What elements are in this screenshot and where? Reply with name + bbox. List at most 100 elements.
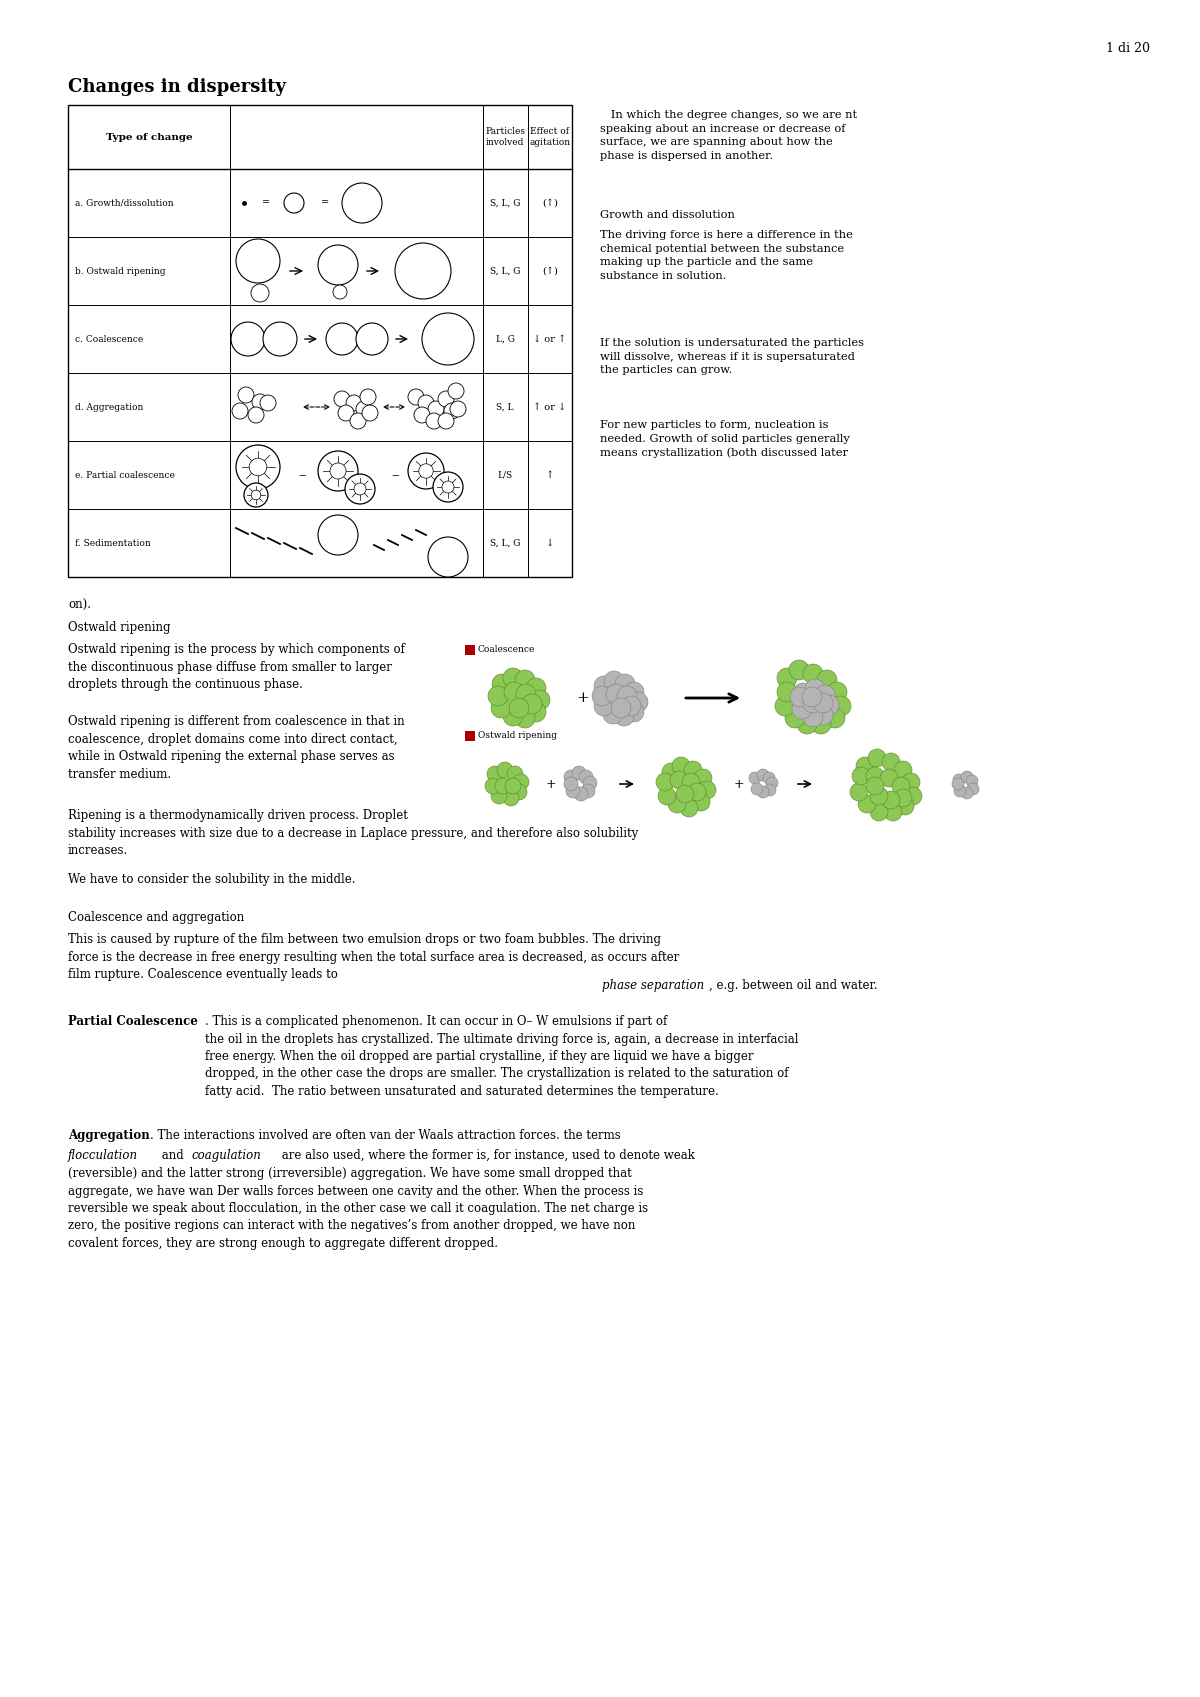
Circle shape (882, 791, 900, 809)
Text: S, L, G: S, L, G (490, 266, 521, 275)
Circle shape (338, 406, 354, 421)
Circle shape (238, 387, 254, 402)
Circle shape (792, 699, 812, 720)
Circle shape (858, 794, 876, 813)
Circle shape (966, 776, 978, 787)
Text: +: + (733, 777, 744, 791)
Circle shape (604, 704, 623, 725)
Circle shape (811, 714, 830, 735)
Circle shape (793, 682, 814, 703)
Text: ↓: ↓ (546, 538, 554, 548)
Circle shape (624, 703, 644, 721)
Circle shape (428, 400, 444, 417)
Text: We have to consider the solubility in the middle.: We have to consider the solubility in th… (68, 872, 355, 886)
Circle shape (318, 244, 358, 285)
Circle shape (354, 484, 366, 496)
Circle shape (580, 770, 593, 784)
Circle shape (450, 400, 466, 417)
Text: , e.g. between oil and water.: , e.g. between oil and water. (709, 979, 877, 993)
Circle shape (346, 473, 374, 504)
Circle shape (658, 787, 676, 804)
Circle shape (504, 682, 524, 703)
Circle shape (797, 714, 817, 735)
Circle shape (422, 312, 474, 365)
Circle shape (606, 684, 626, 704)
Circle shape (662, 764, 680, 781)
Text: Effect of
agitation: Effect of agitation (529, 127, 570, 148)
Circle shape (251, 283, 269, 302)
Circle shape (428, 536, 468, 577)
Circle shape (318, 514, 358, 555)
Circle shape (802, 687, 822, 708)
Text: e. Partial coalescence: e. Partial coalescence (74, 470, 175, 480)
Circle shape (326, 322, 358, 355)
Circle shape (342, 183, 382, 222)
Circle shape (346, 395, 362, 411)
Circle shape (617, 686, 637, 706)
Text: Coalescence: Coalescence (478, 645, 535, 653)
Circle shape (967, 782, 979, 794)
Circle shape (408, 389, 424, 406)
Circle shape (509, 697, 529, 718)
Circle shape (904, 787, 922, 804)
Circle shape (961, 787, 973, 799)
Circle shape (408, 453, 444, 489)
Circle shape (778, 669, 797, 687)
Circle shape (790, 660, 809, 680)
Circle shape (515, 708, 535, 728)
Circle shape (526, 703, 546, 721)
Circle shape (356, 400, 372, 417)
Circle shape (866, 767, 884, 786)
Text: on).: on). (68, 599, 91, 613)
Circle shape (668, 794, 686, 813)
Circle shape (684, 760, 702, 779)
Text: –: – (298, 468, 306, 482)
Circle shape (284, 193, 304, 214)
Circle shape (594, 696, 614, 716)
Circle shape (491, 787, 508, 804)
Circle shape (856, 757, 874, 776)
Circle shape (680, 799, 698, 816)
Text: f. Sedimentation: f. Sedimentation (74, 538, 151, 548)
Circle shape (442, 480, 454, 494)
Circle shape (656, 774, 674, 791)
Text: =: = (262, 199, 270, 207)
Circle shape (954, 786, 966, 798)
Circle shape (497, 762, 514, 777)
Text: Growth and dissolution: Growth and dissolution (600, 210, 734, 221)
Circle shape (896, 798, 914, 815)
Circle shape (870, 787, 888, 804)
Circle shape (252, 394, 268, 411)
Circle shape (624, 682, 644, 703)
Text: . This is a complicated phenomenon. It can occur in O– W emulsions if part of
th: . This is a complicated phenomenon. It c… (205, 1015, 798, 1098)
Circle shape (360, 389, 376, 406)
Text: flocculation: flocculation (68, 1149, 138, 1162)
Circle shape (564, 770, 578, 784)
Bar (68, 105, 572, 577)
Circle shape (815, 686, 835, 704)
Text: L/S: L/S (498, 470, 512, 480)
Circle shape (682, 774, 700, 791)
Circle shape (698, 781, 716, 799)
Circle shape (868, 748, 886, 767)
Circle shape (592, 686, 612, 706)
Circle shape (438, 412, 454, 429)
Circle shape (564, 777, 578, 791)
Text: Type of change: Type of change (106, 132, 192, 141)
Circle shape (826, 708, 845, 728)
Circle shape (515, 670, 535, 691)
Text: c. Coalescence: c. Coalescence (74, 334, 143, 343)
Text: =: = (320, 199, 329, 207)
Bar (466, 645, 475, 655)
Text: For new particles to form, nucleation is
needed. Growth of solid particles gener: For new particles to form, nucleation is… (600, 419, 850, 458)
Circle shape (236, 445, 280, 489)
Circle shape (894, 760, 912, 779)
Circle shape (961, 770, 973, 782)
Circle shape (672, 757, 690, 776)
Circle shape (505, 777, 521, 794)
Circle shape (492, 674, 512, 694)
Circle shape (688, 782, 706, 801)
Bar (466, 731, 475, 742)
Circle shape (503, 669, 523, 687)
Circle shape (236, 239, 280, 283)
